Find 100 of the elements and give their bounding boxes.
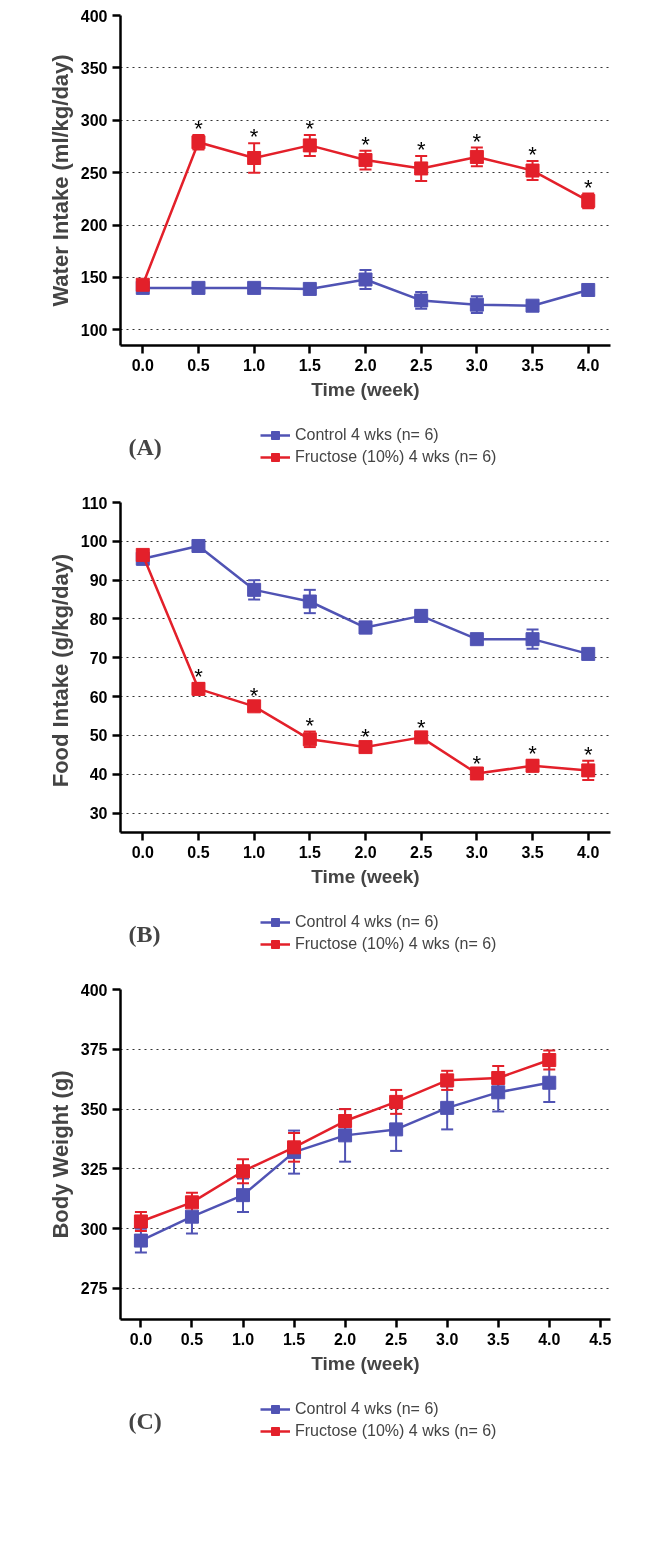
x-tick-label: 0.5 xyxy=(187,843,210,861)
point xyxy=(358,740,373,755)
x-tick-label: 2.0 xyxy=(354,356,377,374)
annotation: * xyxy=(416,714,426,740)
point xyxy=(581,763,596,778)
point xyxy=(184,1195,199,1210)
point xyxy=(491,1085,506,1100)
y-tick-label: 70 xyxy=(89,649,108,667)
point xyxy=(414,161,429,176)
x-tick-label: 0.0 xyxy=(129,1330,153,1348)
x-tick-label: 1.5 xyxy=(298,356,322,374)
y-tick-label: 200 xyxy=(80,217,108,235)
x-tick-label: 4.5 xyxy=(589,1330,612,1348)
x-tick-label: 1.5 xyxy=(282,1330,306,1348)
point xyxy=(338,1128,353,1143)
point xyxy=(469,766,484,781)
text: (A) xyxy=(128,433,162,460)
annotation: * xyxy=(472,128,482,154)
x-tick-label: 1.5 xyxy=(298,843,322,861)
x-tick-label: 3.5 xyxy=(521,843,544,861)
y-tick-label: 150 xyxy=(80,269,108,287)
legend-label: Control 4 wks (n= 6) xyxy=(295,426,439,444)
point xyxy=(389,1122,404,1137)
point xyxy=(236,1188,250,1203)
y-tick-label: 375 xyxy=(80,1041,108,1059)
y-tick-label: 350 xyxy=(80,59,108,77)
y-tick-label: 350 xyxy=(80,1101,108,1119)
point xyxy=(440,1100,455,1115)
annotation: * xyxy=(194,664,204,690)
y-tick-label: 80 xyxy=(89,610,108,628)
y-tick-label: 90 xyxy=(89,572,108,590)
point xyxy=(338,1114,353,1129)
point xyxy=(469,149,484,164)
y-tick-label: 250 xyxy=(80,164,108,182)
x-tick-label: 1.0 xyxy=(231,1330,255,1348)
x-tick-label: 2.5 xyxy=(385,1330,408,1348)
point xyxy=(133,1233,148,1248)
point xyxy=(247,582,262,597)
x-tick-label: 2.5 xyxy=(410,356,433,374)
point xyxy=(358,153,373,168)
y-tick-label: 400 xyxy=(80,981,108,999)
x-tick-label: 4.0 xyxy=(577,843,600,861)
x-tick-label: 0.0 xyxy=(131,843,154,861)
y-tick-label: 30 xyxy=(89,805,108,823)
point xyxy=(191,280,206,295)
point xyxy=(184,1209,199,1224)
x-tick-label: 4.0 xyxy=(538,1330,561,1348)
annotation: * xyxy=(361,131,371,157)
legend-label: Fructose (10%) 4 wks (n= 6) xyxy=(295,1422,497,1440)
point xyxy=(414,730,429,745)
annotation: * xyxy=(305,712,315,738)
annotation: * xyxy=(583,741,593,767)
x-tick-label: 0.5 xyxy=(180,1330,204,1348)
point xyxy=(542,1053,557,1068)
point xyxy=(525,632,540,647)
point xyxy=(581,282,596,297)
point xyxy=(491,1070,506,1085)
point xyxy=(581,646,596,661)
annotation: * xyxy=(249,683,259,709)
y-axis-title: Body Weight (g) xyxy=(47,1070,73,1239)
x-tick-label: 3.0 xyxy=(436,1330,459,1348)
x-tick-label: 3.5 xyxy=(521,356,544,374)
y-tick-label: 50 xyxy=(89,727,108,745)
x-axis-title: Time (week) xyxy=(311,378,420,400)
point xyxy=(133,1214,148,1229)
text: (C) xyxy=(128,1407,162,1434)
y-tick-label: 300 xyxy=(80,112,108,130)
x-tick-label: 0.5 xyxy=(187,356,210,374)
y-tick-label: 60 xyxy=(89,688,108,706)
x-tick-label: 1.0 xyxy=(243,356,266,374)
x-tick-label: 3.0 xyxy=(465,843,489,861)
point xyxy=(542,1075,557,1090)
y-tick-label: 40 xyxy=(89,766,108,784)
point xyxy=(389,1094,404,1109)
x-axis-title: Time (week) xyxy=(311,1352,420,1374)
legend-label: Fructose (10%) 4 wks (n= 6) xyxy=(295,935,497,953)
x-axis-title: Time (week) xyxy=(311,865,420,887)
x-tick-label: 4.0 xyxy=(577,356,600,374)
x-tick-label: 1.0 xyxy=(243,843,266,861)
x-tick-label: 3.0 xyxy=(465,356,489,374)
y-tick-label: 100 xyxy=(80,321,108,339)
x-tick-label: 2.5 xyxy=(410,843,433,861)
point xyxy=(440,1073,455,1088)
y-axis-title: Water Intake (ml/kg/day) xyxy=(47,54,73,307)
annotation: * xyxy=(249,124,259,150)
annotation: * xyxy=(528,142,538,168)
point xyxy=(302,281,317,296)
annotation: * xyxy=(528,740,538,766)
x-tick-label: 2.0 xyxy=(354,843,377,861)
point xyxy=(135,547,150,562)
point xyxy=(287,1140,302,1155)
y-tick-label: 100 xyxy=(80,533,108,551)
x-tick-label: 2.0 xyxy=(333,1330,357,1348)
y-tick-label: 400 xyxy=(80,7,108,25)
point xyxy=(191,538,206,553)
point xyxy=(247,150,262,165)
legend-label: Control 4 wks (n= 6) xyxy=(295,913,439,931)
legend-label: Fructose (10%) 4 wks (n= 6) xyxy=(295,448,497,466)
y-tick-label: 275 xyxy=(80,1280,108,1298)
y-axis-title: Food Intake (g/kg/day) xyxy=(47,553,73,788)
